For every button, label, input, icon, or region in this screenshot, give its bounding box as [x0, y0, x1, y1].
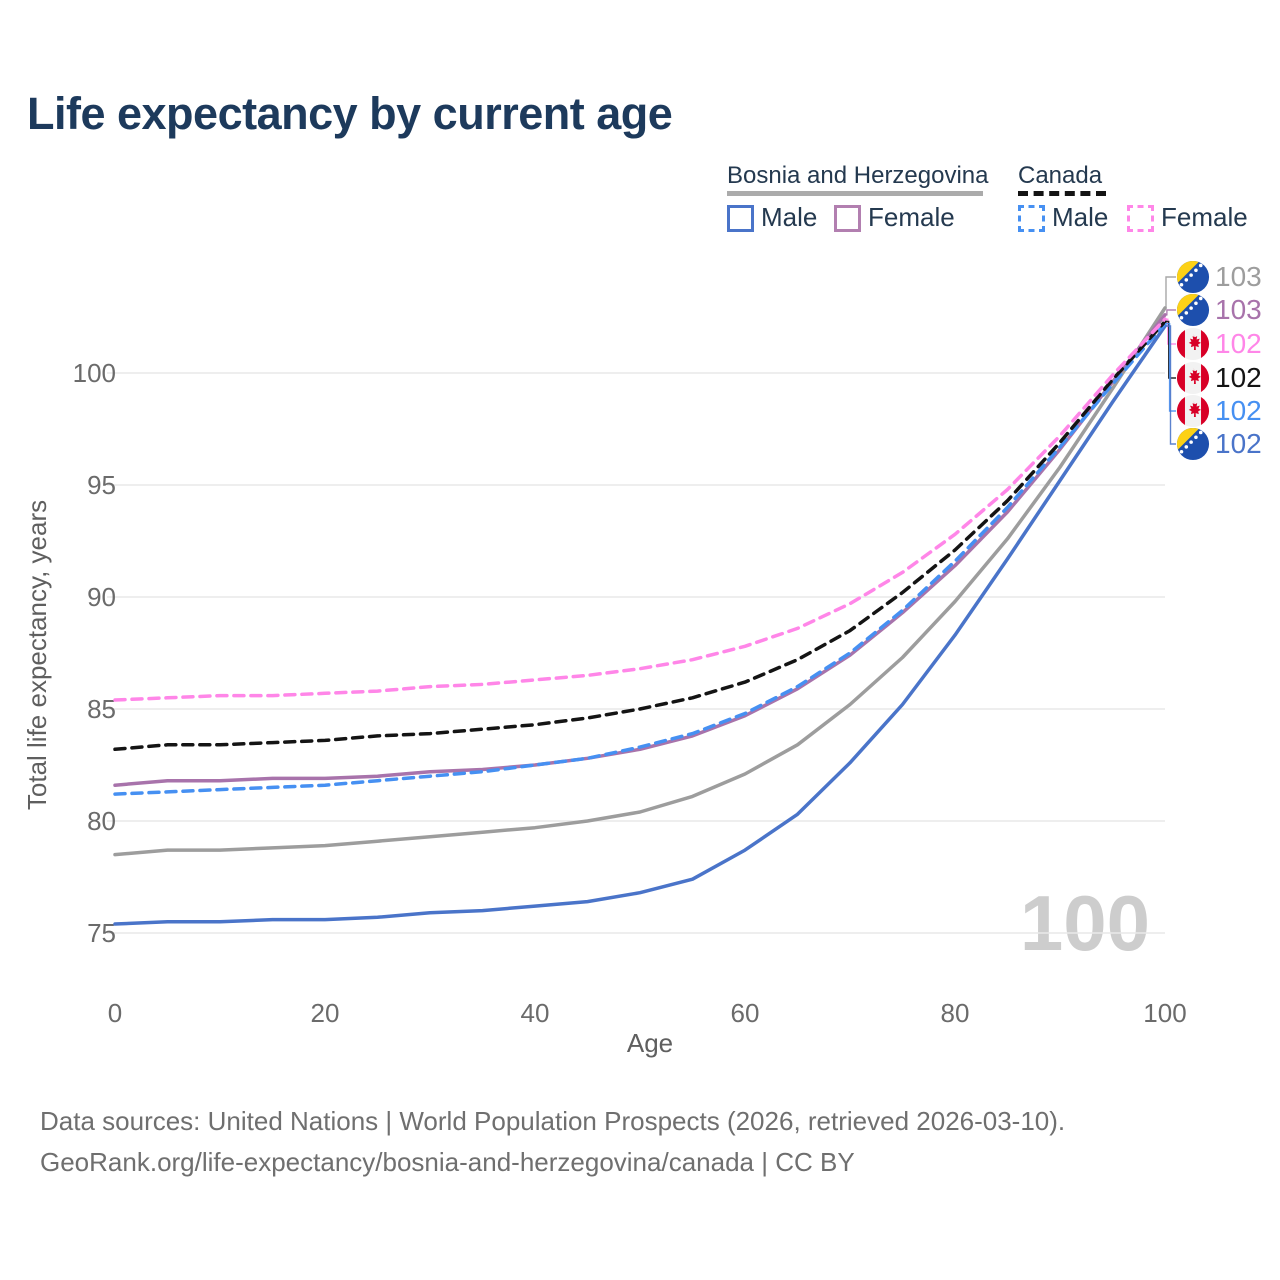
series-line-canada-both[interactable]: [113, 319, 1167, 752]
y-axis-title: Total life expectancy, years: [22, 500, 52, 810]
y-tick-label: 75: [87, 918, 116, 948]
series-line-canada-female[interactable]: [113, 317, 1167, 702]
end-label-connector: [1165, 323, 1176, 412]
canada-flag-icon: [1176, 327, 1210, 361]
legend-group-bosnia-title[interactable]: Bosnia and Herzegovina: [727, 162, 989, 189]
end-label-connector: [1165, 325, 1176, 445]
end-label-value: 102: [1215, 395, 1262, 426]
current-age-watermark: 100: [1020, 879, 1150, 967]
legend-label-canada-male[interactable]: Male: [1052, 202, 1109, 232]
y-tick-label: 85: [87, 694, 116, 724]
end-label-row-bosnia-and-herzegovina-female: 103: [1176, 293, 1262, 327]
x-tick-label: 20: [311, 998, 340, 1028]
y-tick-label: 95: [87, 470, 116, 500]
legend-group-canada-title[interactable]: Canada: [1018, 162, 1103, 189]
y-tick-label: 100: [73, 358, 116, 388]
x-tick-label: 0: [108, 998, 122, 1028]
legend-label-bosnia-male[interactable]: Male: [761, 202, 818, 232]
legend-swatch-bosnia-female[interactable]: [834, 205, 861, 232]
legend-group-bosnia-line-swatch: [727, 191, 983, 196]
end-label-row-canada-both: 102: [1176, 361, 1262, 395]
legend-swatch-bosnia-male[interactable]: [727, 205, 754, 232]
y-tick-label: 90: [87, 582, 116, 612]
end-label-connector: [1165, 309, 1176, 316]
end-label-connector: [1165, 320, 1176, 379]
end-label-value: 102: [1215, 362, 1262, 393]
end-label-row-bosnia-and-herzegovina-male: 102: [1176, 427, 1262, 461]
end-label-row-canada-female: 102: [1176, 327, 1262, 361]
bosnia-herzegovina-flag-icon: [1176, 427, 1210, 461]
footer-data-sources: Data sources: United Nations | World Pop…: [40, 1106, 1066, 1136]
x-tick-label: 100: [1143, 998, 1186, 1028]
bosnia-herzegovina-flag-icon: [1176, 293, 1210, 327]
series-line-bosnia-and-herzegovina-female[interactable]: [113, 313, 1167, 787]
series-line-canada-male[interactable]: [113, 321, 1167, 796]
canada-flag-icon: [1176, 361, 1210, 395]
end-label-value: 102: [1215, 328, 1262, 359]
end-label-row-bosnia-and-herzegovina-both: 103: [1176, 260, 1262, 294]
end-label-value: 103: [1215, 261, 1262, 292]
legend-label-canada-female[interactable]: Female: [1161, 202, 1248, 232]
bosnia-herzegovina-flag-icon: [1176, 260, 1210, 294]
page-title: Life expectancy by current age: [27, 88, 673, 139]
x-tick-label: 80: [941, 998, 970, 1028]
end-label-row-canada-male: 102: [1176, 394, 1262, 428]
footer-attribution: GeoRank.org/life-expectancy/bosnia-and-h…: [40, 1147, 855, 1177]
x-tick-label: 60: [731, 998, 760, 1028]
end-label-value: 102: [1215, 428, 1262, 459]
y-tick-label: 80: [87, 806, 116, 836]
legend-label-bosnia-female[interactable]: Female: [868, 202, 955, 232]
legend-swatch-canada-male[interactable]: [1018, 205, 1045, 232]
x-axis-title: Age: [627, 1028, 673, 1058]
end-label-connector: [1165, 318, 1176, 345]
legend-group-canada-line-swatch: [1018, 191, 1106, 196]
series-line-bosnia-and-herzegovina-both[interactable]: [113, 306, 1167, 857]
series-line-bosnia-and-herzegovina-male[interactable]: [113, 324, 1167, 926]
legend-swatch-canada-female[interactable]: [1127, 205, 1154, 232]
end-label-connector: [1165, 276, 1176, 309]
x-tick-label: 40: [521, 998, 550, 1028]
end-label-value: 103: [1215, 294, 1262, 325]
canada-flag-icon: [1176, 394, 1210, 428]
